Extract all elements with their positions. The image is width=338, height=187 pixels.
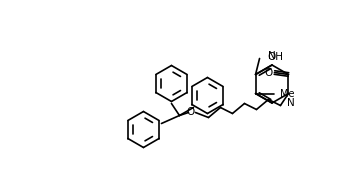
Text: O: O bbox=[264, 68, 272, 77]
Text: O: O bbox=[186, 107, 195, 117]
Text: N: N bbox=[287, 97, 294, 108]
Text: N: N bbox=[268, 51, 276, 61]
Text: Me: Me bbox=[280, 88, 294, 99]
Text: OH: OH bbox=[268, 51, 284, 62]
